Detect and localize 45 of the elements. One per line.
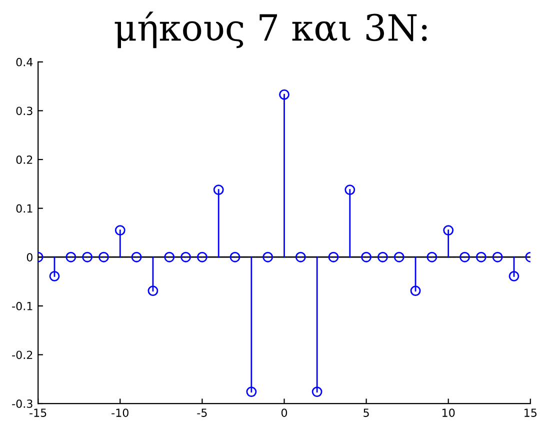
point	[492, 252, 503, 262]
point	[443, 225, 454, 236]
point	[312, 386, 322, 398]
point	[246, 386, 257, 398]
x-tick-label: -5	[197, 408, 207, 417]
y-tick-label: 0.4	[16, 58, 33, 66]
point	[114, 225, 126, 236]
y-tick-label: -0.3	[12, 399, 32, 408]
point	[361, 252, 372, 262]
x-tick-label: -10	[112, 408, 128, 417]
point	[328, 252, 339, 262]
point	[180, 252, 191, 262]
point	[230, 252, 240, 262]
chart-title: μήκους 7 και 3Ν:	[114, 12, 427, 48]
point	[66, 252, 76, 262]
x-tick-label: -15	[30, 408, 46, 417]
point	[295, 252, 306, 262]
y-tick-label: 0.3	[16, 106, 32, 116]
point	[410, 286, 421, 296]
point	[394, 252, 404, 262]
point	[49, 270, 60, 282]
point	[148, 286, 158, 296]
y-tick-label: -0.2	[12, 350, 32, 360]
point	[344, 184, 356, 195]
point	[98, 252, 109, 262]
point	[131, 252, 142, 262]
x-tick-label: 15	[524, 408, 536, 417]
y-tick-label: -0.1	[12, 302, 32, 310]
point	[262, 252, 274, 262]
y-tick-label: 0	[26, 253, 32, 262]
x-tick-label: 0	[281, 408, 288, 417]
x-tick-label: 5	[364, 408, 369, 417]
y-tick-label: 0.1	[16, 204, 32, 213]
point	[196, 252, 208, 262]
point	[164, 252, 175, 262]
point	[213, 184, 224, 195]
point	[82, 252, 93, 262]
point	[476, 252, 486, 262]
point	[426, 252, 438, 262]
x-tick-label: 10	[442, 408, 455, 417]
y-tick-label: 0.2	[16, 155, 32, 164]
point	[460, 252, 470, 262]
point	[279, 89, 290, 100]
point	[508, 270, 520, 282]
point	[377, 252, 388, 262]
